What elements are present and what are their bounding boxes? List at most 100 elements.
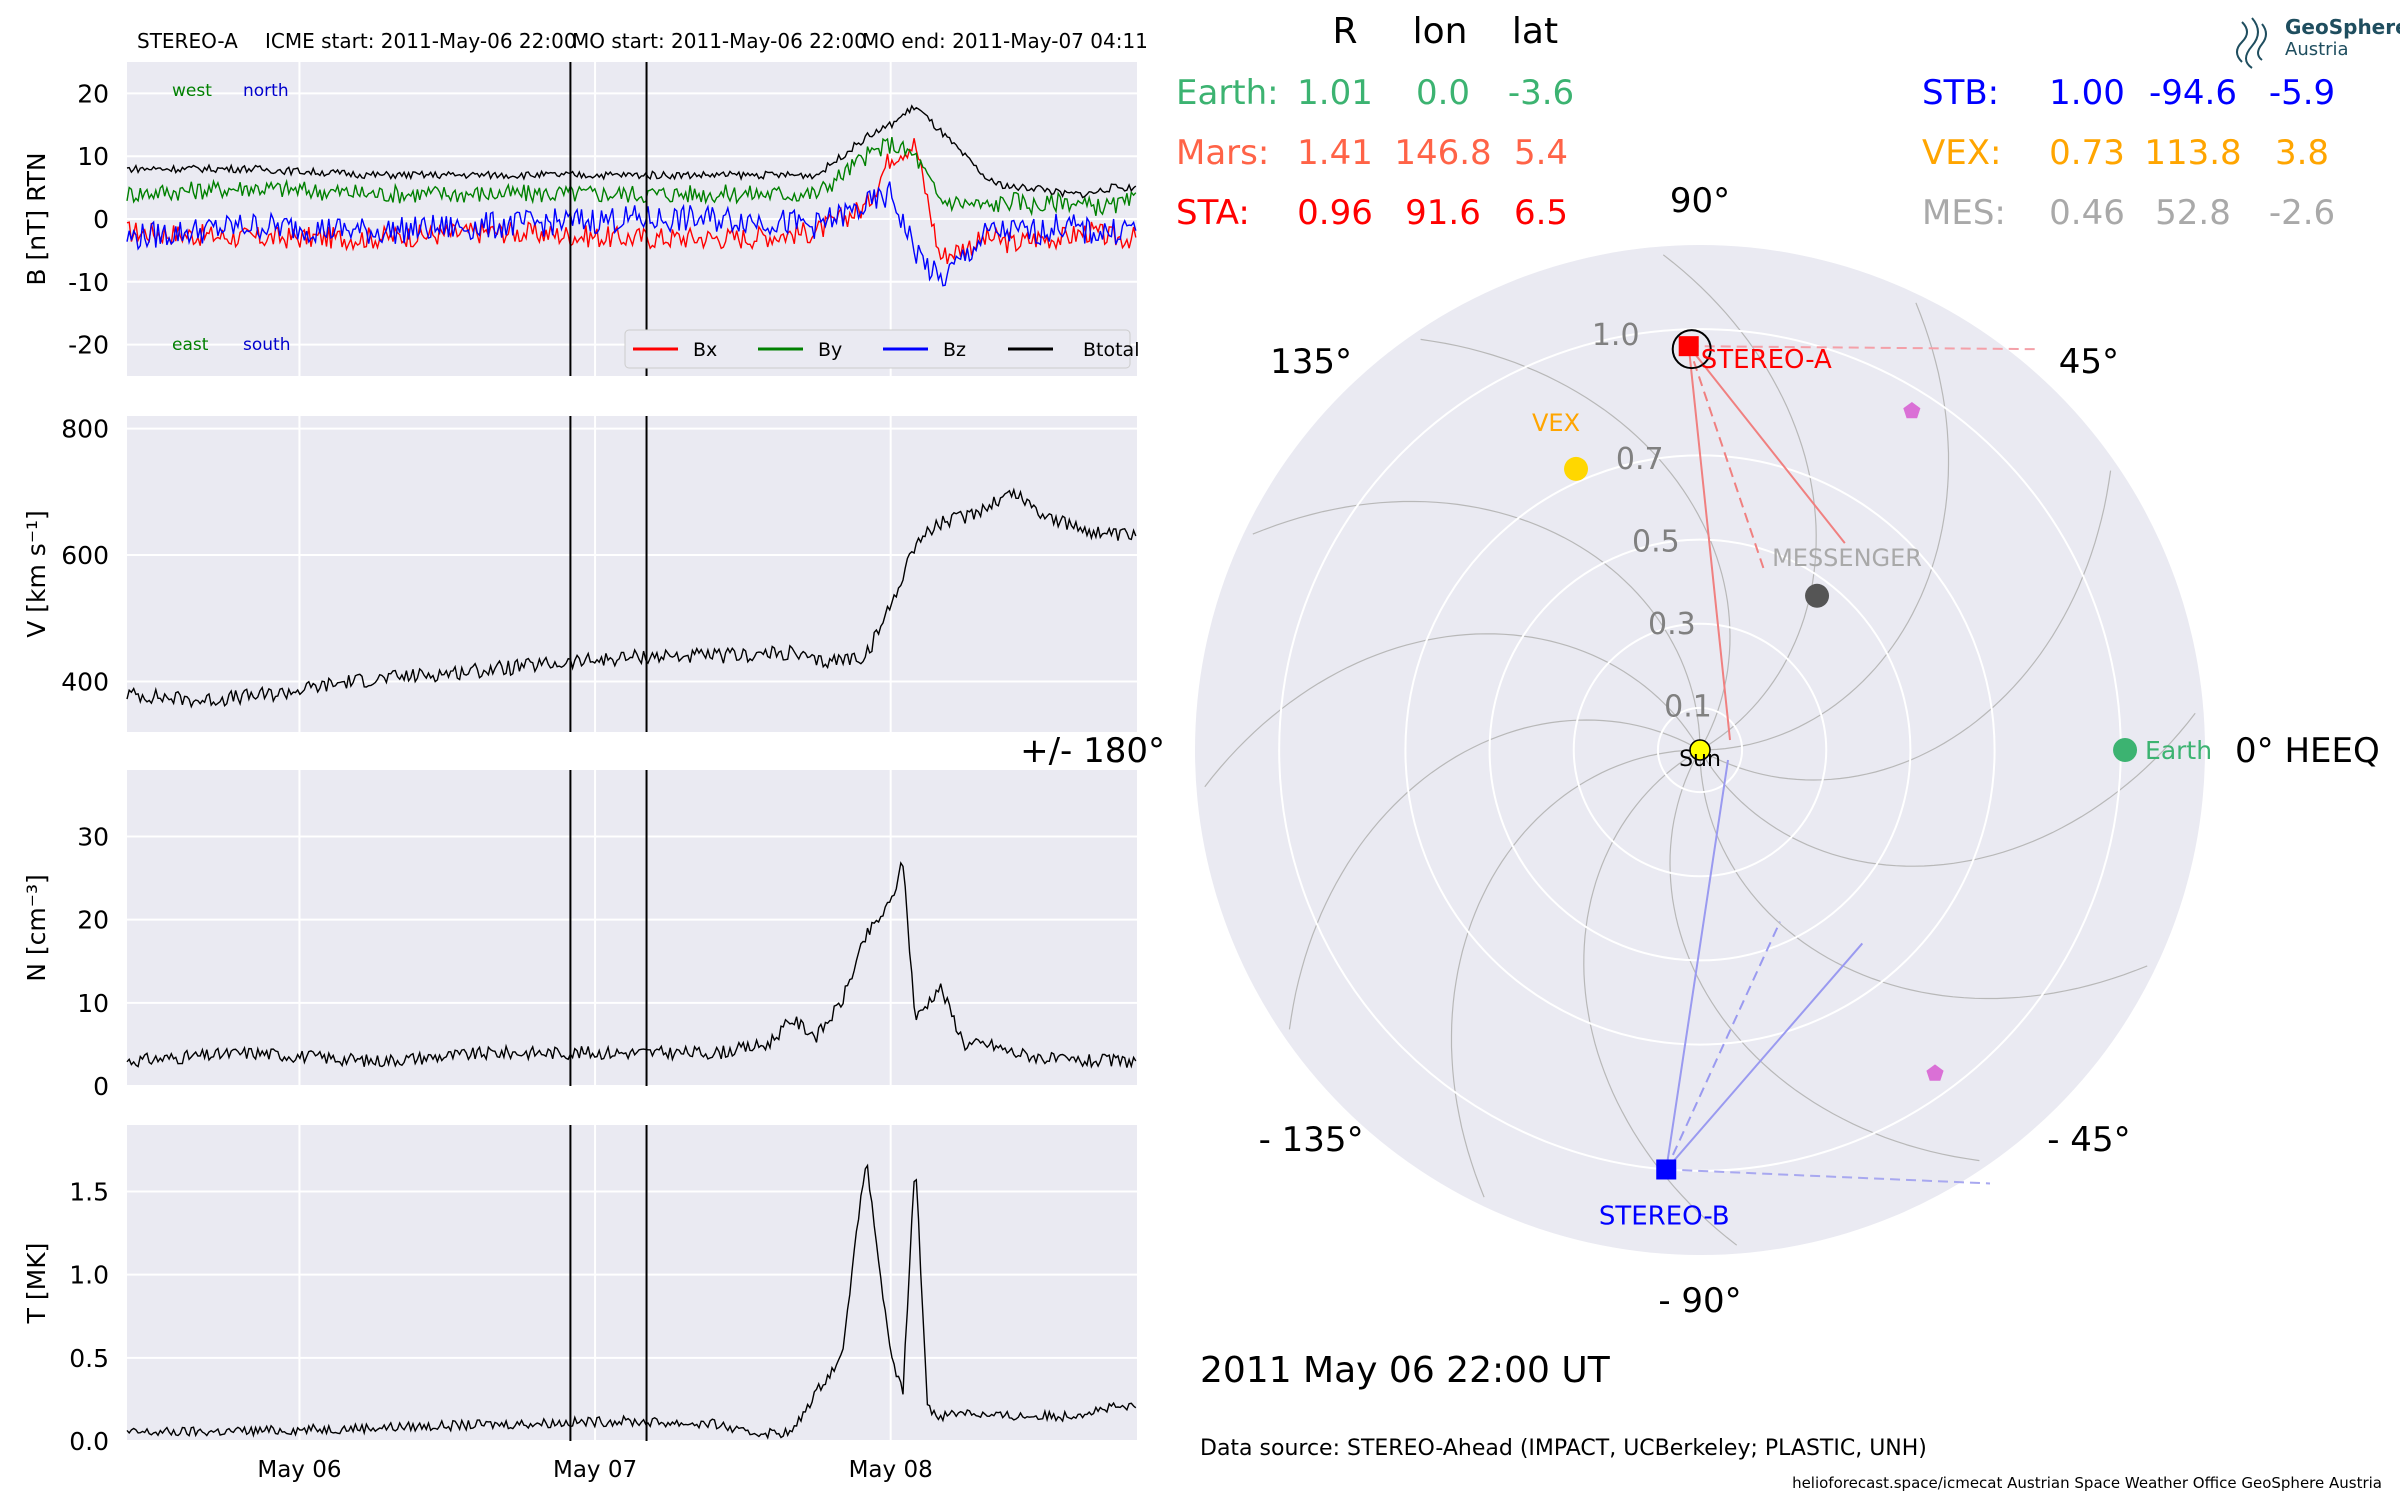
panel-magnetic-field: -20 -10 0 10 20 B [nT] RTN west north east south B… [22, 62, 1139, 376]
y-tick-label: 0 [93, 1072, 109, 1101]
table-cell-r: 1.01 [1297, 73, 1373, 113]
table-cell-lat: 5.4 [1514, 133, 1568, 173]
sta-sightline [1688, 345, 2036, 351]
logo-line2: Austria [2285, 39, 2349, 60]
angle-label: 45° [2059, 342, 2119, 382]
annotation-east: east [172, 335, 209, 355]
radial-tick-label: 0.3 [1648, 607, 1696, 642]
y-tick-label: 10 [77, 142, 109, 171]
logo-mark-icon [2236, 17, 2267, 69]
legend: Bx By Bz Btotal [624, 329, 1139, 369]
table-cell-lat: -5.9 [2269, 73, 2335, 113]
planet-marker [1903, 402, 1921, 419]
table-header-R: R [1332, 11, 1357, 52]
panel-velocity: 400 600 800 V [km s⁻¹] [22, 415, 1137, 732]
messenger-marker [1805, 583, 1830, 608]
angle-label: - 90° [1658, 1281, 1741, 1321]
y-tick-label: 10 [77, 989, 109, 1018]
sta-sightline [1687, 345, 1766, 573]
parker-spiral-line [1583, 753, 1738, 1246]
series-line-By [126, 136, 1137, 217]
table-header-lat: lat [1512, 11, 1558, 52]
table-cell-lat: 3.8 [2275, 133, 2329, 173]
table-row-name: VEX: [1922, 133, 2002, 173]
series-line-temperature [126, 1163, 1137, 1440]
body-label: MESSENGER [1772, 544, 1922, 572]
series-line-Bx [126, 138, 1137, 265]
stb-sightline [1665, 921, 1781, 1170]
parker-spiral-line [1252, 500, 1701, 742]
logo-line1: GeoSphere [2285, 15, 2400, 39]
table-cell-lon: -94.6 [2149, 73, 2237, 113]
stereo-b-marker [1656, 1159, 1677, 1180]
series-line-Btotal [126, 104, 1137, 199]
y-axis-label: T [MK] [22, 1243, 51, 1325]
y-tick-label: -10 [68, 268, 109, 297]
panel-density: 0 10 20 30 N [cm⁻³] [22, 770, 1137, 1101]
stb-sightline [1665, 942, 1864, 1171]
y-tick-label: 600 [61, 541, 109, 570]
stb-sightline [1665, 759, 1729, 1170]
header-spacecraft: STEREO-A [137, 29, 238, 53]
planet-marker [1926, 1064, 1944, 1081]
angle-label: 90° [1670, 181, 1730, 221]
legend-entry: Bz [943, 339, 966, 361]
panel-background [127, 1125, 1137, 1441]
table-cell-r: 1.00 [2049, 73, 2125, 113]
x-tick-label: May 07 [553, 1457, 637, 1483]
panel-background [127, 770, 1137, 1086]
body-label: Earth [2145, 736, 2212, 765]
table-cell-r: 0.73 [2049, 133, 2125, 173]
parker-spiral-line [1450, 749, 1692, 1198]
parker-spiral-line [1699, 758, 2148, 1000]
sta-sightline [1687, 346, 1731, 741]
data-source-label: Data source: STEREO-Ahead (IMPACT, UCBer… [1200, 1436, 1927, 1461]
table-row-name: STB: [1922, 73, 1999, 113]
series-line-density [126, 861, 1137, 1069]
y-axis-label: V [km s⁻¹] [22, 510, 51, 638]
annotation-west: west [172, 81, 212, 101]
table-cell-r: 0.46 [2049, 193, 2125, 233]
parker-spiral-line [1662, 254, 1817, 747]
body-label: Sun [1679, 747, 1721, 772]
legend-entry: Btotal [1083, 339, 1139, 361]
table-cell-lon: 91.6 [1405, 193, 1481, 233]
sun-marker [1689, 739, 1711, 761]
y-tick-label: 400 [61, 667, 109, 696]
timestamp-label: 2011 May 06 22:00 UT [1200, 1350, 1611, 1391]
angle-label: +/- 180° [1020, 731, 1165, 771]
panel-background [127, 416, 1137, 732]
radial-gridline [1656, 706, 1744, 794]
parker-spiral-line [1703, 712, 2196, 867]
radial-tick-label: 0.1 [1664, 690, 1712, 725]
table-row-name: STA: [1176, 193, 1250, 233]
event-header: STEREO-A ICME start: 2011-May-06 22:00 M… [137, 29, 1148, 53]
time-series-panels: -20 -10 0 10 20 B [nT] RTN west north east south B… [22, 62, 1139, 1483]
y-tick-label: 0.5 [69, 1344, 109, 1373]
earth-marker [2113, 738, 2138, 762]
y-tick-label: -20 [68, 331, 109, 360]
header-mo-end: MO end: 2011-May-07 04:11 [862, 29, 1148, 53]
angle-label: - 135° [1259, 1120, 1364, 1160]
legend-entry: Bx [693, 339, 717, 361]
y-tick-label: 0 [93, 205, 109, 234]
panel-temperature: 0.0 0.5 1.0 1.5 T [MK] May 06 May 07 May 08 [22, 1125, 1137, 1483]
y-tick-label: 20 [77, 79, 109, 108]
table-cell-r: 1.41 [1297, 133, 1373, 173]
y-tick-label: 1.0 [69, 1261, 109, 1290]
table-cell-r: 0.96 [1297, 193, 1373, 233]
y-tick-label: 800 [61, 415, 109, 444]
radial-tick-label: 0.7 [1616, 442, 1664, 477]
header-icme-start: ICME start: 2011-May-06 22:00 [265, 29, 577, 53]
series-line-Bz [126, 181, 1137, 287]
y-tick-label: 20 [77, 906, 109, 935]
parker-spiral-line [1420, 338, 1731, 743]
geosphere-logo: GeoSphere Austria [2236, 15, 2400, 69]
x-tick-label: May 06 [257, 1457, 341, 1483]
y-tick-label: 1.5 [69, 1178, 109, 1207]
radial-gridline [1572, 622, 1828, 878]
angle-label: 0° HEEQ [2235, 731, 2380, 771]
y-tick-label: 30 [77, 823, 109, 852]
table-row-name: Earth: [1176, 73, 1279, 113]
